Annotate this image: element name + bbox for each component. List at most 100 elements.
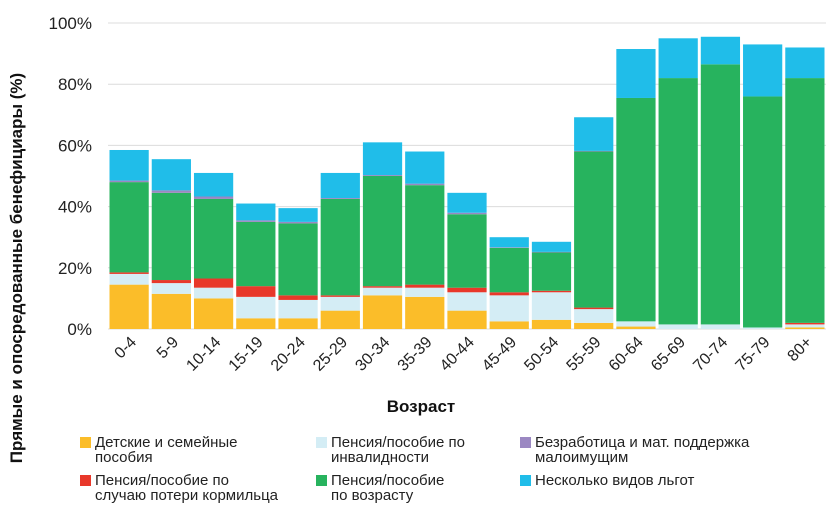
bar-segment bbox=[700, 64, 741, 325]
bar-segment bbox=[109, 272, 149, 274]
bar-segment bbox=[151, 280, 191, 284]
bar-segment bbox=[531, 241, 572, 252]
legend-label: Безработица и мат. поддержка малоимущим bbox=[535, 434, 750, 466]
bar-segment bbox=[236, 286, 276, 297]
bar-segment bbox=[236, 203, 276, 221]
legend-label: Пенсия/пособие по возрасту bbox=[331, 472, 445, 504]
bar-segment bbox=[489, 237, 529, 248]
bar-segment bbox=[278, 208, 318, 222]
bar-segment bbox=[743, 96, 783, 328]
bar-segment bbox=[574, 151, 614, 308]
bar-segment bbox=[616, 326, 656, 329]
bar-segment bbox=[531, 252, 572, 291]
legend-swatch bbox=[80, 475, 91, 486]
bar-segment bbox=[531, 251, 572, 253]
bars bbox=[109, 36, 825, 329]
bar-segment bbox=[785, 322, 825, 325]
bar-segment bbox=[785, 327, 825, 329]
bar-segment bbox=[320, 172, 360, 199]
x-tick-label: 15-19 bbox=[226, 334, 267, 375]
bar-segment bbox=[362, 286, 403, 288]
bar-segment bbox=[574, 322, 614, 329]
y-tick-label: 60% bbox=[58, 136, 92, 155]
bar-segment bbox=[236, 296, 276, 319]
x-tick-label: 65-69 bbox=[648, 334, 689, 375]
bar-segment bbox=[193, 172, 234, 197]
bar-segment bbox=[489, 247, 529, 248]
x-tick-label: 55-59 bbox=[564, 334, 605, 375]
bar-segment bbox=[405, 183, 445, 186]
bar-segment bbox=[616, 49, 656, 98]
y-tick-label: 0% bbox=[67, 320, 92, 339]
bar-segment bbox=[320, 198, 360, 199]
bar-segment bbox=[489, 247, 529, 293]
bar-segment bbox=[785, 324, 825, 328]
bar-segment bbox=[658, 38, 698, 79]
bar-segment bbox=[574, 307, 614, 310]
bar-segment bbox=[193, 196, 234, 199]
x-tick-label: 30-34 bbox=[352, 334, 393, 375]
bar-segment bbox=[236, 220, 276, 222]
bar-segment bbox=[109, 182, 149, 273]
bar-segment bbox=[531, 292, 572, 320]
bar-segment bbox=[151, 159, 191, 191]
bar-segment bbox=[193, 298, 234, 329]
x-tick-label: 20-24 bbox=[268, 334, 309, 375]
bar-segment bbox=[362, 295, 403, 329]
bar-segment bbox=[278, 295, 318, 300]
bar-segment bbox=[109, 149, 149, 181]
bar-segment bbox=[574, 150, 614, 152]
bar-segment bbox=[447, 310, 487, 329]
bar-segment bbox=[151, 190, 191, 193]
legend-label: Несколько видов льгот bbox=[535, 472, 695, 489]
legend-label: Пенсия/пособие по инвалидности bbox=[331, 434, 465, 466]
y-tick-label: 80% bbox=[58, 75, 92, 94]
bar-segment bbox=[447, 292, 487, 311]
x-tick-label: 40-44 bbox=[437, 334, 478, 375]
legend-label: Детские и семейные пособия bbox=[95, 434, 238, 466]
bar-segment bbox=[278, 221, 318, 224]
bar-segment bbox=[447, 192, 487, 213]
bar-segment bbox=[193, 287, 234, 299]
bar-segment bbox=[489, 295, 529, 322]
legend-item-old-age: Пенсия/пособие по возрасту bbox=[316, 473, 444, 503]
y-axis-ticks: 0% 20% 40% 60% 80% 100% bbox=[49, 14, 92, 339]
bar-segment bbox=[405, 287, 445, 297]
bar-segment bbox=[743, 327, 783, 329]
legend-item-unemployment: Безработица и мат. поддержка малоимущим bbox=[520, 435, 749, 465]
bar-segment bbox=[320, 310, 360, 329]
x-tick-label: 5-9 bbox=[154, 334, 182, 362]
bar-segment bbox=[236, 318, 276, 329]
x-tick-label: 0-4 bbox=[112, 334, 140, 362]
legend-swatch bbox=[316, 437, 327, 448]
bar-segment bbox=[320, 296, 360, 311]
x-tick-label: 25-29 bbox=[310, 334, 351, 375]
legend-label: Пенсия/пособие по случаю потери кормильц… bbox=[95, 472, 279, 504]
bar-segment bbox=[447, 212, 487, 215]
bar-segment bbox=[616, 321, 656, 327]
bar-segment bbox=[320, 295, 360, 297]
bar-segment bbox=[447, 287, 487, 293]
bar-segment bbox=[109, 273, 149, 285]
bar-segment bbox=[574, 309, 614, 323]
bar-segment bbox=[616, 97, 656, 322]
x-tick-label: 10-14 bbox=[183, 334, 224, 375]
bar-segment bbox=[658, 324, 698, 329]
bar-segment bbox=[236, 221, 276, 287]
x-tick-label: 75-79 bbox=[733, 334, 774, 375]
legend-swatch bbox=[316, 475, 327, 486]
bar-segment bbox=[151, 283, 191, 294]
bar-segment bbox=[658, 78, 698, 325]
x-axis-ticks: 0-4 5-9 10-14 15-19 20-24 25-29 30-34 35-39 40-4… bbox=[112, 334, 816, 375]
bar-segment bbox=[785, 47, 825, 79]
x-tick-label: 60-64 bbox=[606, 334, 647, 375]
bar-segment bbox=[320, 198, 360, 296]
legend-swatch bbox=[520, 437, 531, 448]
bar-segment bbox=[405, 185, 445, 285]
bar-segment bbox=[278, 318, 318, 329]
bar-segment bbox=[362, 287, 403, 296]
x-tick-label: 35-39 bbox=[395, 334, 436, 375]
bar-segment bbox=[278, 223, 318, 296]
bar-segment bbox=[447, 214, 487, 288]
